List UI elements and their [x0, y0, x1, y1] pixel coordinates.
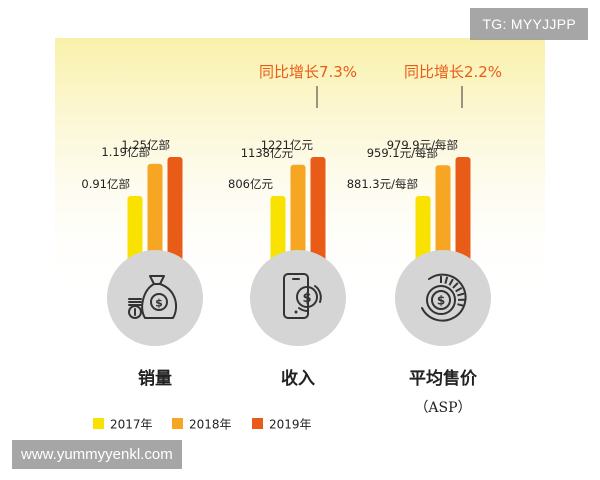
- data-label: 1.25亿部: [121, 138, 170, 152]
- bar: [167, 157, 183, 266]
- group-sublabel: （ASP）: [414, 400, 471, 416]
- watermark-bottom: www.yummyyenkl.com: [12, 440, 182, 469]
- money-bag-icon: $: [128, 275, 178, 319]
- data-label: 1.19亿部: [101, 145, 150, 159]
- svg-text:$: $: [155, 297, 163, 310]
- bar: [270, 196, 286, 266]
- bar: [415, 196, 431, 266]
- bar: [310, 157, 326, 266]
- data-label: 881.3元/每部: [347, 177, 418, 191]
- legend: 2017年 2018年 2019年: [93, 418, 312, 432]
- phone-dollar-icon: $: [283, 273, 322, 319]
- bar: [147, 163, 163, 266]
- coin-gauge-icon: $: [421, 273, 467, 322]
- data-label: 1221亿元: [261, 138, 314, 152]
- bar: [435, 165, 451, 266]
- watermark-top: TG: MYYJJPP: [470, 8, 588, 40]
- data-label: 1138亿元: [241, 146, 294, 160]
- group-label: 销量: [138, 368, 172, 389]
- legend-label: 2017年: [110, 418, 153, 432]
- legend-label: 2019年: [269, 418, 312, 432]
- legend-swatch: [93, 418, 104, 429]
- data-label: 959.1元/每部: [367, 146, 438, 160]
- legend-swatch: [252, 418, 263, 429]
- icon-circle: [395, 250, 491, 346]
- legend-swatch: [172, 418, 183, 429]
- growth-label: 同比增长2.2%: [404, 63, 502, 81]
- group-label: 收入: [281, 368, 315, 389]
- bar: [290, 164, 306, 266]
- svg-text:$: $: [302, 291, 311, 306]
- growth-label: 同比增长7.3%: [259, 63, 357, 81]
- svg-text:$: $: [437, 294, 445, 308]
- legend-label: 2018年: [189, 418, 232, 432]
- data-label: 979.9元/每部: [387, 138, 458, 152]
- icon-circle: [107, 250, 203, 346]
- group-label: 平均售价: [409, 368, 478, 389]
- bar: [127, 196, 143, 266]
- bar: [455, 157, 471, 266]
- data-label: 806亿元: [228, 177, 273, 191]
- data-label: 0.91亿部: [81, 177, 130, 191]
